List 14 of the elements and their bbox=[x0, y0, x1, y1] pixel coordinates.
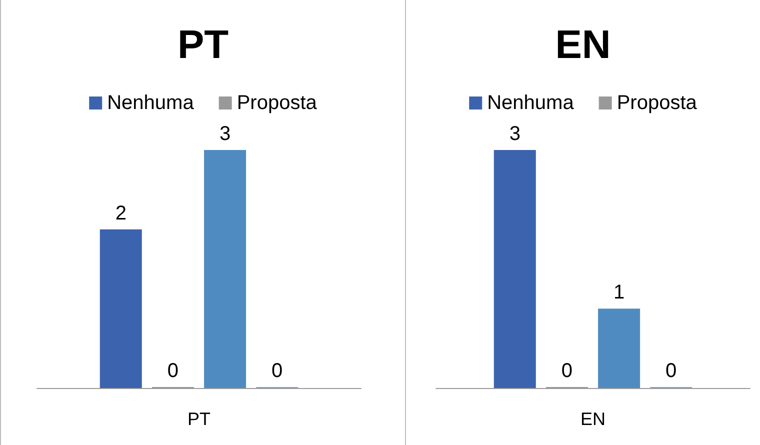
data-label: 0 bbox=[167, 360, 179, 382]
legend-label: Nenhuma bbox=[487, 92, 575, 114]
data-label: 1 bbox=[613, 282, 625, 304]
legend-label: Proposta bbox=[616, 92, 698, 114]
data-label: 0 bbox=[272, 360, 283, 382]
data-label: 0 bbox=[666, 360, 677, 382]
text: EN bbox=[580, 409, 606, 429]
legend-label: Proposta bbox=[236, 92, 318, 114]
legend-label: Nenhuma bbox=[107, 92, 195, 114]
data-label: 3 bbox=[219, 123, 231, 145]
text: PT bbox=[187, 409, 211, 429]
data-label: 0 bbox=[561, 360, 573, 382]
data-label: 3 bbox=[509, 123, 520, 145]
data-label: 2 bbox=[115, 202, 126, 224]
